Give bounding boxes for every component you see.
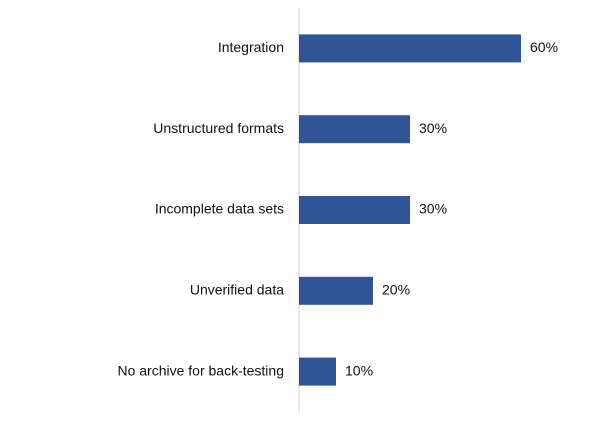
category-label: Integration xyxy=(218,39,284,55)
bar xyxy=(299,276,373,305)
value-label: 10% xyxy=(345,362,373,378)
value-label: 20% xyxy=(382,282,410,298)
category-label: Incomplete data sets xyxy=(155,201,284,217)
bar xyxy=(299,196,410,224)
bar xyxy=(299,115,410,144)
bar xyxy=(299,357,336,386)
category-label: No archive for back-testing xyxy=(117,362,284,378)
value-label: 60% xyxy=(530,39,558,55)
category-label: Unstructured formats xyxy=(153,120,284,136)
bar xyxy=(299,34,521,63)
value-label: 30% xyxy=(419,120,447,136)
value-label: 30% xyxy=(419,201,447,217)
category-label: Unverified data xyxy=(190,282,284,298)
